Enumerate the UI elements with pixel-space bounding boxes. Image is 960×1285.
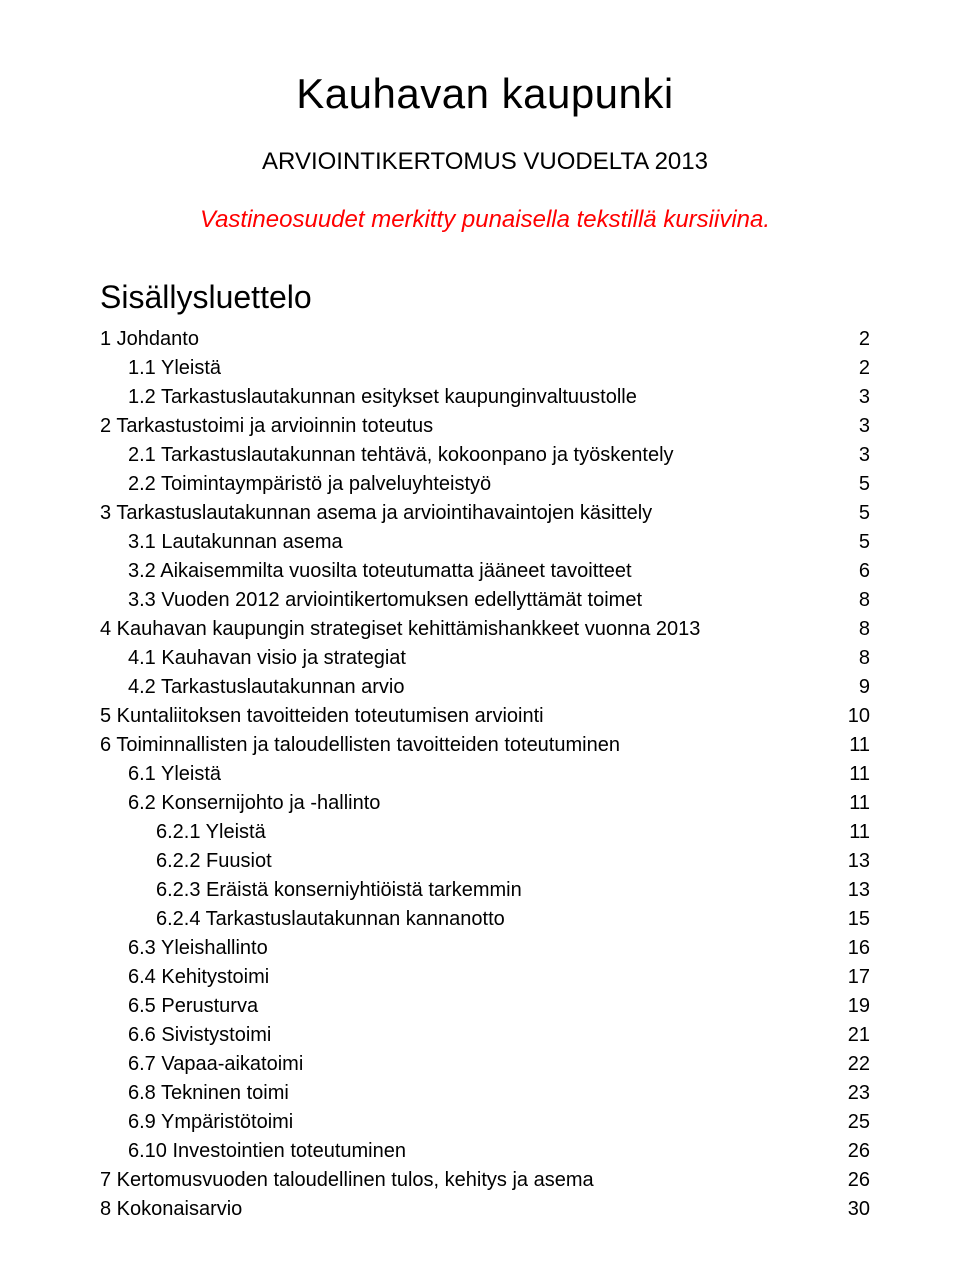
main-title: Kauhavan kaupunki <box>100 70 870 118</box>
toc-page-number: 16 <box>848 935 870 962</box>
toc-page-number: 8 <box>859 587 870 614</box>
toc-label: 6 Toiminnallisten ja taloudellisten tavo… <box>100 732 620 759</box>
toc-entry: 1.1 Yleistä 2 <box>100 355 870 382</box>
toc-entry: 6.2.3 Eräistä konserniyhtiöistä tarkemmi… <box>100 877 870 904</box>
toc-label: 8 Kokonaisarvio <box>100 1196 242 1223</box>
toc-page-number: 17 <box>848 964 870 991</box>
toc-entry: 4 Kauhavan kaupungin strategiset kehittä… <box>100 616 870 643</box>
toc-label: 6.1 Yleistä <box>128 761 221 788</box>
toc-page-number: 15 <box>848 906 870 933</box>
toc-page-number: 26 <box>848 1167 870 1194</box>
toc-page-number: 9 <box>859 674 870 701</box>
toc-entry: 1.2 Tarkastuslautakunnan esitykset kaupu… <box>100 384 870 411</box>
toc-entry: 6.4 Kehitystoimi 17 <box>100 964 870 991</box>
toc-entry: 3.3 Vuoden 2012 arviointikertomuksen ede… <box>100 587 870 614</box>
toc-label: 6.6 Sivistystoimi <box>128 1022 271 1049</box>
toc-page-number: 8 <box>859 616 870 643</box>
toc-entry: 6.3 Yleishallinto 16 <box>100 935 870 962</box>
toc-entry: 6.7 Vapaa-aikatoimi 22 <box>100 1051 870 1078</box>
toc-label: 4.1 Kauhavan visio ja strategiat <box>128 645 406 672</box>
toc-label: 6.2 Konsernijohto ja -hallinto <box>128 790 380 817</box>
toc-entry: 6.10 Investointien toteutuminen 26 <box>100 1138 870 1165</box>
toc-label: 2.1 Tarkastuslautakunnan tehtävä, kokoon… <box>128 442 674 469</box>
toc-entry: 4.1 Kauhavan visio ja strategiat 8 <box>100 645 870 672</box>
toc-page-number: 19 <box>848 993 870 1020</box>
toc-page-number: 3 <box>859 413 870 440</box>
toc-label: 6.7 Vapaa-aikatoimi <box>128 1051 303 1078</box>
document-page: Kauhavan kaupunki ARVIOINTIKERTOMUS VUOD… <box>0 0 960 1285</box>
toc-entry: 6.2.4 Tarkastuslautakunnan kannanotto 15 <box>100 906 870 933</box>
toc-page-number: 6 <box>859 558 870 585</box>
toc-label: 6.10 Investointien toteutuminen <box>128 1138 406 1165</box>
toc-entry: 6.5 Perusturva 19 <box>100 993 870 1020</box>
toc-label: 3.1 Lautakunnan asema <box>128 529 343 556</box>
toc-label: 5 Kuntaliitoksen tavoitteiden toteutumis… <box>100 703 544 730</box>
toc-page-number: 10 <box>848 703 870 730</box>
toc-page-number: 5 <box>859 471 870 498</box>
toc-page-number: 2 <box>859 326 870 353</box>
toc-entry: 2.2 Toimintaympäristö ja palveluyhteisty… <box>100 471 870 498</box>
toc-entry: 2.1 Tarkastuslautakunnan tehtävä, kokoon… <box>100 442 870 469</box>
toc-container: 1 Johdanto 2 1.1 Yleistä 2 1.2 Tarkastuslaut… <box>100 326 870 1223</box>
toc-page-number: 22 <box>848 1051 870 1078</box>
toc-label: 2.2 Toimintaympäristö ja palveluyhteisty… <box>128 471 491 498</box>
toc-page-number: 11 <box>849 732 870 759</box>
toc-label: 2 Tarkastustoimi ja arvioinnin toteutus <box>100 413 433 440</box>
toc-entry: 4.2 Tarkastuslautakunnan arvio 9 <box>100 674 870 701</box>
toc-page-number: 3 <box>859 442 870 469</box>
toc-label: 6.5 Perusturva <box>128 993 258 1020</box>
toc-label: 6.9 Ympäristötoimi <box>128 1109 293 1136</box>
toc-page-number: 13 <box>848 877 870 904</box>
toc-entry: 6 Toiminnallisten ja taloudellisten tavo… <box>100 732 870 759</box>
toc-page-number: 5 <box>859 529 870 556</box>
toc-page-number: 23 <box>848 1080 870 1107</box>
toc-page-number: 30 <box>848 1196 870 1223</box>
toc-page-number: 11 <box>849 761 870 788</box>
toc-entry: 3.2 Aikaisemmilta vuosilta toteutumatta … <box>100 558 870 585</box>
toc-entry: 3.1 Lautakunnan asema 5 <box>100 529 870 556</box>
toc-page-number: 2 <box>859 355 870 382</box>
toc-label: 1.2 Tarkastuslautakunnan esitykset kaupu… <box>128 384 637 411</box>
toc-label: 3 Tarkastuslautakunnan asema ja arvioint… <box>100 500 652 527</box>
note-text: Vastineosuudet merkitty punaisella tekst… <box>100 206 870 234</box>
toc-entry: 2 Tarkastustoimi ja arvioinnin toteutus 3 <box>100 413 870 440</box>
toc-page-number: 25 <box>848 1109 870 1136</box>
toc-page-number: 8 <box>859 645 870 672</box>
toc-page-number: 5 <box>859 500 870 527</box>
toc-entry: 6.2.1 Yleistä 11 <box>100 819 870 846</box>
toc-entry: 7 Kertomusvuoden taloudellinen tulos, ke… <box>100 1167 870 1194</box>
toc-label: 1 Johdanto <box>100 326 199 353</box>
toc-label: 1.1 Yleistä <box>128 355 221 382</box>
toc-entry: 8 Kokonaisarvio 30 <box>100 1196 870 1223</box>
toc-label: 3.2 Aikaisemmilta vuosilta toteutumatta … <box>128 558 632 585</box>
toc-label: 6.4 Kehitystoimi <box>128 964 269 991</box>
toc-entry: 6.2.2 Fuusiot 13 <box>100 848 870 875</box>
toc-page-number: 26 <box>848 1138 870 1165</box>
toc-entry: 5 Kuntaliitoksen tavoitteiden toteutumis… <box>100 703 870 730</box>
toc-label: 4 Kauhavan kaupungin strategiset kehittä… <box>100 616 700 643</box>
toc-label: 3.3 Vuoden 2012 arviointikertomuksen ede… <box>128 587 642 614</box>
toc-entry: 6.1 Yleistä 11 <box>100 761 870 788</box>
toc-label: 7 Kertomusvuoden taloudellinen tulos, ke… <box>100 1167 594 1194</box>
subtitle: ARVIOINTIKERTOMUS VUODELTA 2013 <box>100 148 870 176</box>
toc-page-number: 11 <box>849 790 870 817</box>
toc-page-number: 3 <box>859 384 870 411</box>
toc-label: 6.3 Yleishallinto <box>128 935 268 962</box>
toc-entry: 6.2 Konsernijohto ja -hallinto 11 <box>100 790 870 817</box>
toc-entry: 1 Johdanto 2 <box>100 326 870 353</box>
toc-label: 6.8 Tekninen toimi <box>128 1080 289 1107</box>
toc-entry: 6.8 Tekninen toimi 23 <box>100 1080 870 1107</box>
toc-title: Sisällysluettelo <box>100 279 870 316</box>
toc-page-number: 13 <box>848 848 870 875</box>
toc-label: 6.2.4 Tarkastuslautakunnan kannanotto <box>156 906 505 933</box>
toc-label: 6.2.2 Fuusiot <box>156 848 272 875</box>
toc-label: 6.2.1 Yleistä <box>156 819 266 846</box>
toc-entry: 6.9 Ympäristötoimi 25 <box>100 1109 870 1136</box>
toc-label: 4.2 Tarkastuslautakunnan arvio <box>128 674 404 701</box>
toc-label: 6.2.3 Eräistä konserniyhtiöistä tarkemmi… <box>156 877 522 904</box>
toc-entry: 6.6 Sivistystoimi 21 <box>100 1022 870 1049</box>
toc-page-number: 11 <box>849 819 870 846</box>
toc-page-number: 21 <box>848 1022 870 1049</box>
toc-entry: 3 Tarkastuslautakunnan asema ja arvioint… <box>100 500 870 527</box>
